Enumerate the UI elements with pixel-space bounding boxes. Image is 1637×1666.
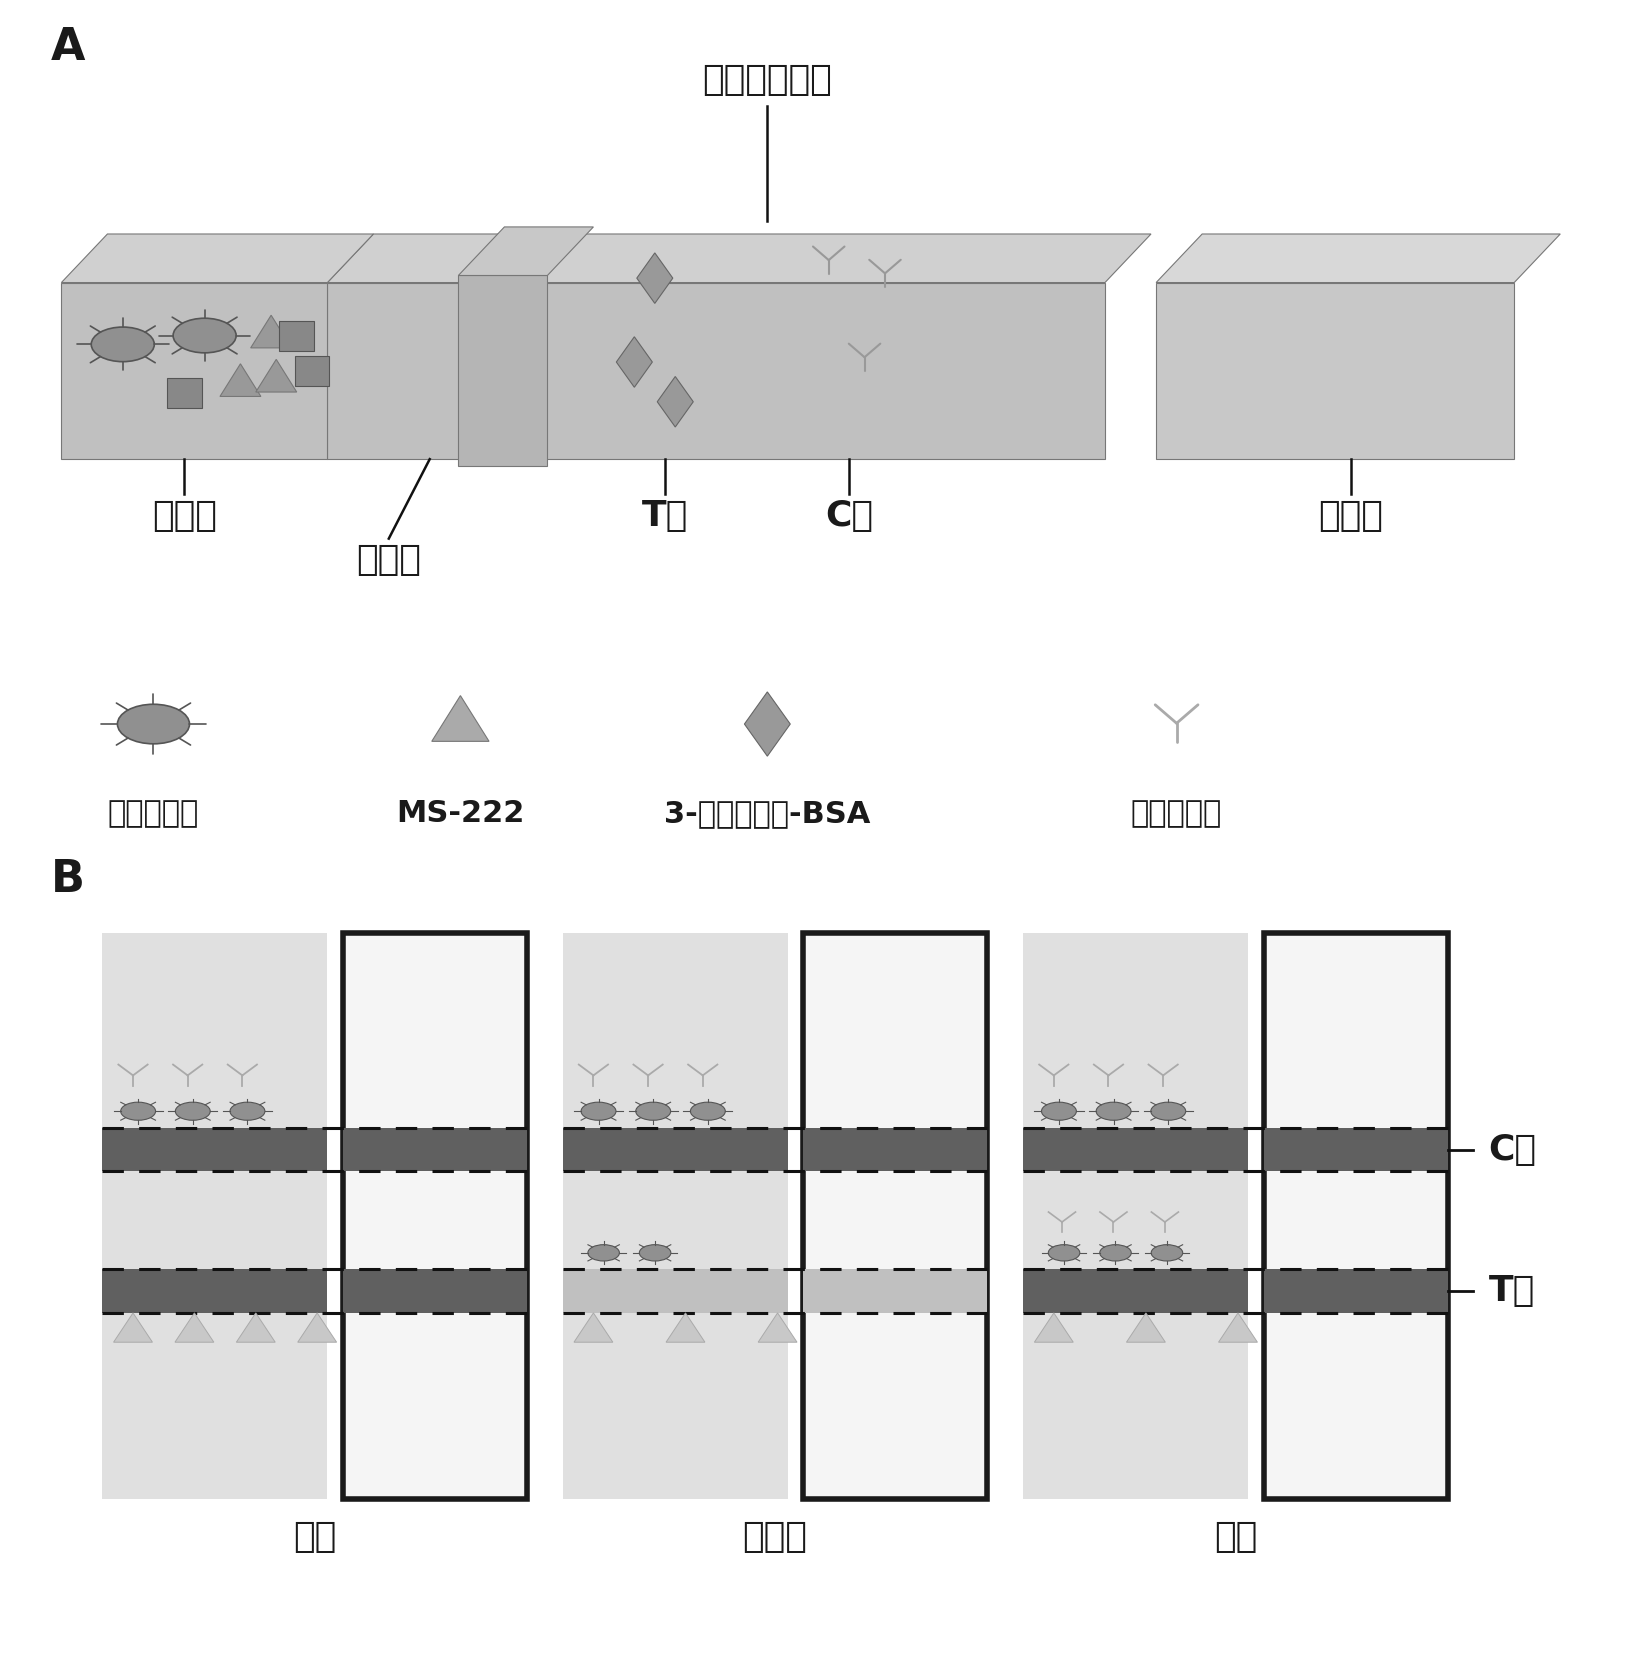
Polygon shape <box>637 253 673 303</box>
Text: A: A <box>51 27 85 70</box>
Polygon shape <box>1156 233 1560 283</box>
Polygon shape <box>666 1313 706 1343</box>
Polygon shape <box>236 1313 275 1343</box>
FancyBboxPatch shape <box>1023 1269 1247 1313</box>
Polygon shape <box>298 1313 337 1343</box>
Ellipse shape <box>1097 1103 1131 1120</box>
Polygon shape <box>432 696 489 741</box>
Text: B: B <box>51 858 85 901</box>
FancyBboxPatch shape <box>1264 1128 1447 1171</box>
Polygon shape <box>327 233 1151 283</box>
Text: 阴性: 阴性 <box>1213 1519 1257 1554</box>
Ellipse shape <box>588 1245 619 1261</box>
FancyBboxPatch shape <box>62 283 327 460</box>
Polygon shape <box>175 1313 214 1343</box>
Text: 硝酸纤维素膜: 硝酸纤维素膜 <box>702 63 832 97</box>
Text: 羊抗鼠二抗: 羊抗鼠二抗 <box>1131 800 1223 828</box>
Polygon shape <box>1218 1313 1257 1343</box>
Polygon shape <box>745 691 791 756</box>
Ellipse shape <box>640 1245 671 1261</box>
FancyBboxPatch shape <box>563 1128 787 1171</box>
FancyBboxPatch shape <box>167 378 201 408</box>
Ellipse shape <box>92 327 154 362</box>
Text: 磁纳米探针: 磁纳米探针 <box>108 800 200 828</box>
Polygon shape <box>758 1313 797 1343</box>
Polygon shape <box>617 337 652 387</box>
Text: 3-氨基苯甲酸-BSA: 3-氨基苯甲酸-BSA <box>665 800 871 828</box>
Polygon shape <box>1035 1313 1074 1343</box>
Polygon shape <box>255 360 296 392</box>
Polygon shape <box>113 1313 152 1343</box>
Text: 样品垫: 样品垫 <box>152 498 216 533</box>
Polygon shape <box>1126 1313 1166 1343</box>
FancyBboxPatch shape <box>1023 1128 1247 1171</box>
Ellipse shape <box>175 1103 210 1120</box>
Text: C线: C线 <box>825 498 873 533</box>
FancyBboxPatch shape <box>804 1128 987 1171</box>
Text: 阳性: 阳性 <box>293 1519 336 1554</box>
FancyBboxPatch shape <box>327 283 1105 460</box>
Ellipse shape <box>1100 1245 1131 1261</box>
FancyBboxPatch shape <box>458 275 547 466</box>
FancyBboxPatch shape <box>342 933 527 1499</box>
Ellipse shape <box>1151 1245 1182 1261</box>
Text: 弱阳性: 弱阳性 <box>743 1519 807 1554</box>
Ellipse shape <box>1151 1103 1185 1120</box>
FancyBboxPatch shape <box>101 1269 327 1313</box>
FancyBboxPatch shape <box>563 933 787 1499</box>
FancyBboxPatch shape <box>804 1269 987 1313</box>
Polygon shape <box>250 315 291 348</box>
Text: MS-222: MS-222 <box>396 800 524 828</box>
FancyBboxPatch shape <box>295 357 329 387</box>
Polygon shape <box>219 363 260 397</box>
Ellipse shape <box>635 1103 671 1120</box>
Ellipse shape <box>231 1103 265 1120</box>
Polygon shape <box>658 377 694 426</box>
FancyBboxPatch shape <box>1264 1269 1447 1313</box>
Ellipse shape <box>1041 1103 1077 1120</box>
Ellipse shape <box>691 1103 725 1120</box>
FancyBboxPatch shape <box>1156 283 1514 460</box>
Text: T线: T线 <box>1488 1274 1536 1308</box>
Polygon shape <box>62 233 373 283</box>
FancyBboxPatch shape <box>1264 933 1447 1499</box>
FancyBboxPatch shape <box>101 933 327 1499</box>
FancyBboxPatch shape <box>342 1128 527 1171</box>
Polygon shape <box>575 1313 612 1343</box>
Text: 吸水垫: 吸水垫 <box>1318 498 1383 533</box>
FancyBboxPatch shape <box>1023 933 1247 1499</box>
Ellipse shape <box>174 318 236 353</box>
Ellipse shape <box>581 1103 616 1120</box>
Text: C线: C线 <box>1488 1133 1537 1166</box>
FancyBboxPatch shape <box>280 320 314 350</box>
FancyBboxPatch shape <box>101 1128 327 1171</box>
FancyBboxPatch shape <box>563 1269 787 1313</box>
Text: T线: T线 <box>642 498 688 533</box>
Ellipse shape <box>118 705 190 743</box>
FancyBboxPatch shape <box>804 933 987 1499</box>
Ellipse shape <box>1048 1245 1080 1261</box>
Text: 结合垫: 结合垫 <box>357 543 421 576</box>
Ellipse shape <box>121 1103 156 1120</box>
Polygon shape <box>458 227 594 275</box>
FancyBboxPatch shape <box>342 1269 527 1313</box>
